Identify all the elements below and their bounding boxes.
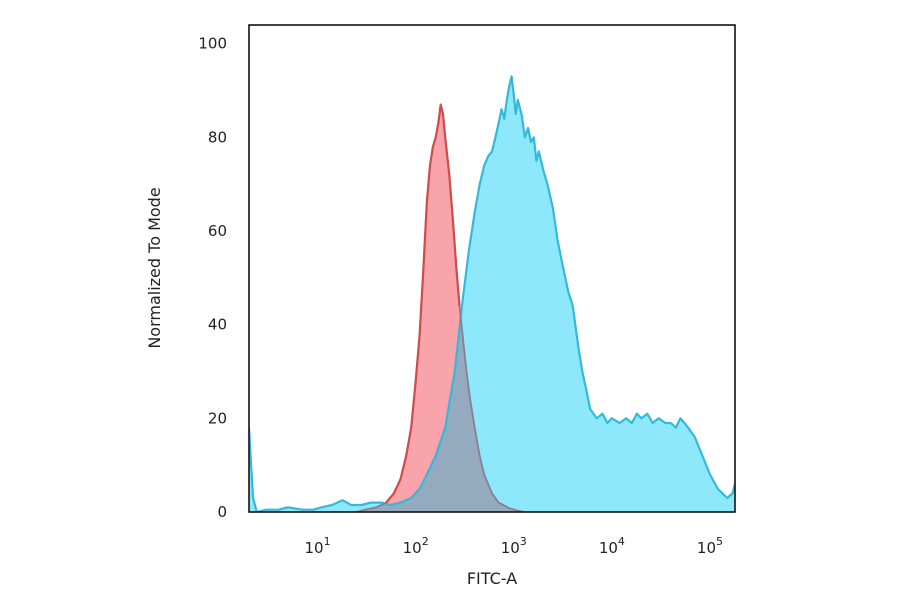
x-tick-exponent: 5 [716,535,723,548]
y-tick-label: 0 [217,503,227,521]
x-axis-title: FITC-A [467,569,517,588]
x-tick-label: 105 [697,535,723,557]
series-2-area [356,104,525,512]
y-axis-ticks: 0 20 40 60 80 100 [198,35,227,521]
x-tick-base: 10 [599,539,618,557]
y-axis-title: Normalized To Mode [145,187,164,348]
y-tick-label: 80 [208,128,227,146]
y-tick-label: 40 [208,316,227,334]
x-tick-label: 102 [403,535,429,557]
series-1-area [249,76,735,512]
x-tick-base: 10 [501,539,520,557]
x-tick-base: 10 [305,539,324,557]
x-tick-exponent: 4 [618,535,625,548]
x-tick-label: 103 [501,535,527,557]
x-tick-exponent: 2 [422,535,429,548]
series-1-line [249,75,735,512]
x-tick-label: 104 [599,535,625,557]
plot-area [249,75,735,512]
x-axis-ticks: 101 102 103 104 105 [305,535,723,557]
x-tick-label: 101 [305,535,331,557]
x-tick-exponent: 3 [520,535,527,548]
overlap-area [356,326,525,512]
y-tick-label: 60 [208,222,227,240]
plot-frame [248,24,736,513]
x-tick-base: 10 [403,539,422,557]
x-tick-exponent: 1 [324,535,331,548]
y-tick-label: 100 [198,35,227,53]
y-tick-label: 20 [208,409,227,427]
series-2-line [385,103,461,504]
x-tick-base: 10 [697,539,716,557]
